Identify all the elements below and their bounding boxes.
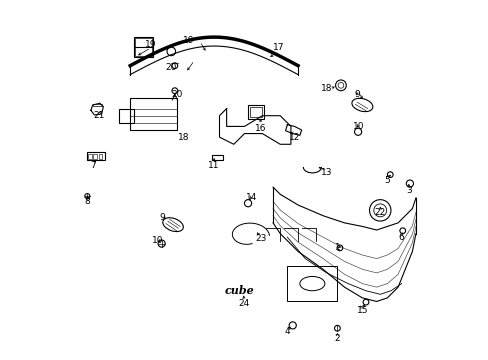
Text: 17: 17: [272, 43, 284, 52]
Text: 14: 14: [245, 193, 257, 202]
Bar: [212, 155, 223, 160]
Text: 8: 8: [84, 197, 90, 206]
Text: 18: 18: [178, 132, 189, 141]
Text: 20: 20: [171, 90, 182, 99]
Text: 13: 13: [320, 168, 332, 177]
Text: 9: 9: [353, 90, 359, 99]
Text: 19: 19: [183, 36, 195, 45]
Text: 21: 21: [93, 111, 104, 120]
Text: 5: 5: [384, 176, 389, 185]
Bar: [130, 98, 176, 130]
Text: 3: 3: [405, 186, 411, 195]
Text: 10: 10: [352, 122, 364, 131]
Bar: [93, 154, 97, 159]
Text: 1: 1: [334, 243, 340, 252]
Bar: [87, 153, 105, 160]
Text: 12: 12: [288, 132, 300, 141]
Text: cube: cube: [224, 285, 254, 296]
Bar: [247, 105, 264, 119]
Bar: [287, 266, 337, 301]
Text: 23: 23: [254, 234, 266, 243]
Bar: [119, 109, 134, 123]
Text: 15: 15: [356, 306, 367, 315]
Text: 11: 11: [208, 161, 220, 170]
Bar: [249, 107, 262, 117]
Bar: [93, 104, 102, 107]
Text: 6: 6: [398, 233, 404, 242]
Text: 22: 22: [374, 208, 385, 217]
Text: 20: 20: [165, 63, 177, 72]
Text: 7: 7: [90, 161, 95, 170]
Bar: [135, 38, 152, 56]
Bar: [88, 154, 91, 159]
Text: 19: 19: [145, 40, 156, 49]
Text: 2: 2: [334, 334, 340, 343]
Text: 10: 10: [152, 236, 163, 245]
Bar: [99, 154, 102, 159]
Text: 16: 16: [254, 124, 266, 133]
Text: 4: 4: [284, 327, 289, 336]
Text: 24: 24: [238, 299, 249, 308]
Bar: [134, 37, 153, 57]
Text: 9: 9: [159, 213, 165, 222]
Text: 18: 18: [320, 84, 332, 93]
